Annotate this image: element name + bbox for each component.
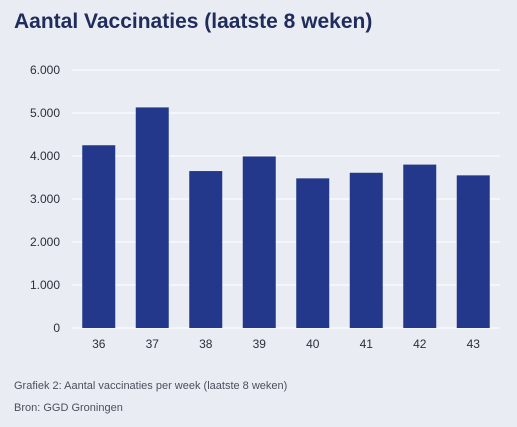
x-tick-label: 43: [467, 337, 481, 351]
bar-chart: 0 1.000 2.000 3.000 4.000 5.000 6.000 36 37 38 39…: [30, 63, 500, 351]
x-tick-label: 42: [413, 337, 427, 351]
bar-week-37: [135, 107, 169, 328]
y-tick-label: 1.000: [30, 278, 60, 292]
y-tick-label: 2.000: [30, 235, 60, 249]
bar-week-42: [403, 164, 437, 328]
x-tick-label: 38: [199, 337, 213, 351]
bar-week-40: [296, 178, 330, 328]
bars: [82, 107, 490, 328]
y-tick-label: 0: [53, 321, 60, 335]
y-tick-label: 6.000: [30, 63, 60, 77]
bar-week-39: [242, 156, 276, 328]
chart-caption: Grafiek 2: Aantal vaccinaties per week (…: [14, 380, 288, 392]
x-axis-ticks: 36 37 38 39 40 41 42 43: [92, 337, 480, 351]
x-tick-label: 41: [360, 337, 374, 351]
chart-title: Aantal Vaccinaties (laatste 8 weken): [14, 10, 373, 33]
x-tick-label: 39: [253, 337, 267, 351]
bar-week-38: [189, 171, 223, 328]
y-tick-label: 5.000: [30, 106, 60, 120]
y-axis-ticks: 0 1.000 2.000 3.000 4.000 5.000 6.000: [30, 63, 60, 335]
bar-week-43: [456, 175, 490, 328]
bar-week-41: [349, 172, 383, 328]
x-tick-label: 36: [92, 337, 106, 351]
bar-week-36: [82, 145, 116, 328]
chart-source: Bron: GGD Groningen: [14, 402, 123, 414]
y-tick-label: 3.000: [30, 192, 60, 206]
y-tick-label: 4.000: [30, 149, 60, 163]
x-tick-label: 40: [306, 337, 320, 351]
x-tick-label: 37: [146, 337, 160, 351]
